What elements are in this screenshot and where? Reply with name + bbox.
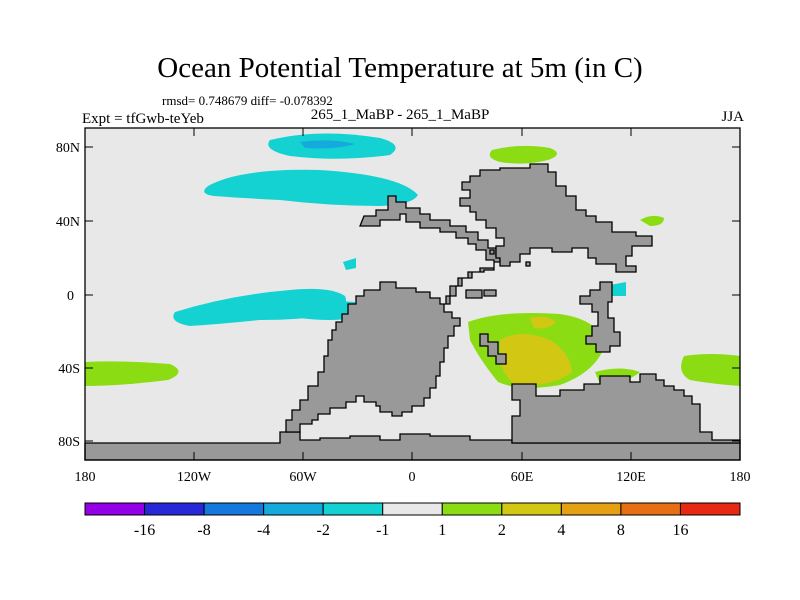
colorbar-swatch bbox=[679, 502, 741, 516]
colorbar-label: -2 bbox=[317, 522, 330, 539]
lat-label-80s: 80S bbox=[58, 435, 80, 450]
lat-tick-labels: 80N 40N 0 40S 80S bbox=[56, 141, 80, 450]
colorbar-swatch bbox=[620, 502, 681, 516]
stats-line: rmsd= 0.748679 diff= -0.078392 bbox=[162, 93, 333, 108]
colorbar-swatch bbox=[84, 502, 146, 516]
colorbar-swatch bbox=[322, 502, 384, 516]
colorbar-swatch bbox=[382, 502, 443, 516]
colorbar-swatch bbox=[441, 502, 503, 516]
land-south-asia bbox=[579, 281, 621, 353]
land-africa-horn bbox=[479, 333, 507, 365]
land-island-4 bbox=[489, 249, 495, 255]
lon-label-180e: 180 bbox=[730, 470, 751, 485]
anomaly-patch-indian-yellow-2 bbox=[530, 316, 556, 329]
colorbar-label: 2 bbox=[498, 522, 506, 539]
lon-label-60w: 60W bbox=[289, 470, 317, 485]
colorbar-label: -8 bbox=[197, 522, 210, 539]
anomaly-patch-small-west bbox=[343, 258, 356, 270]
anomaly-patch-small-indian bbox=[610, 282, 626, 296]
lon-label-60e: 60E bbox=[511, 470, 534, 485]
anomaly-patch-east-asia-green bbox=[640, 215, 664, 226]
land-island-3 bbox=[525, 261, 531, 267]
expt-label: Expt = tfGwb-teYeb bbox=[82, 111, 204, 127]
lon-label-120e: 120E bbox=[616, 470, 646, 485]
lon-label-0: 0 bbox=[409, 470, 416, 485]
chart-title: Ocean Potential Temperature at 5m (in C) bbox=[157, 52, 643, 84]
lon-tick-labels: 180 120W 60W 0 60E 120E 180 bbox=[75, 470, 751, 485]
colorbar-swatch bbox=[144, 502, 205, 516]
lat-label-40s: 40S bbox=[58, 362, 80, 377]
colorbar-swatch bbox=[263, 502, 324, 516]
land-island-2 bbox=[483, 289, 497, 297]
colorbar-label: 1 bbox=[438, 522, 446, 539]
colorbar-label: 16 bbox=[672, 522, 688, 539]
lon-label-120w: 120W bbox=[177, 470, 212, 485]
colorbar-label: -1 bbox=[376, 522, 389, 539]
lat-label-0: 0 bbox=[67, 289, 74, 304]
season-label: JJA bbox=[721, 109, 744, 125]
lon-label-180w: 180 bbox=[75, 470, 96, 485]
lat-label-40n: 40N bbox=[56, 215, 80, 230]
lon-ticks bbox=[193, 128, 632, 460]
lat-label-80n: 80N bbox=[56, 141, 80, 156]
land-masses bbox=[84, 163, 741, 461]
colorbar-swatch bbox=[560, 502, 622, 516]
anomaly-patch-pacific-mid-lat bbox=[204, 169, 418, 206]
colorbar-label: -4 bbox=[257, 522, 270, 539]
experiment-subtitle: 265_1_MaBP - 265_1_MaBP bbox=[310, 107, 490, 123]
colorbar-swatch bbox=[203, 502, 265, 516]
land-eurasia bbox=[459, 163, 653, 273]
anomaly-patch-southwest-green bbox=[85, 361, 179, 386]
lat-ticks bbox=[85, 146, 740, 442]
anomaly-patch-equatorial-pacific-2 bbox=[300, 301, 355, 320]
anomaly-patch-indian-yellow bbox=[500, 334, 572, 386]
anomaly-patch-north-pacific-core bbox=[300, 140, 355, 149]
anomaly-patch-arctic-green bbox=[489, 145, 558, 164]
colorbar: -16 -8 -4 -2 -1 1 2 4 8 16 bbox=[84, 502, 741, 539]
colorbar-label: -16 bbox=[134, 522, 155, 539]
land-island-1 bbox=[465, 289, 483, 299]
anomaly-patch-southeast-green bbox=[681, 354, 740, 386]
land-australia-antarctica bbox=[511, 373, 741, 444]
colorbar-label: 8 bbox=[617, 522, 625, 539]
colorbar-swatch bbox=[501, 502, 562, 516]
colorbar-label: 4 bbox=[557, 522, 565, 539]
